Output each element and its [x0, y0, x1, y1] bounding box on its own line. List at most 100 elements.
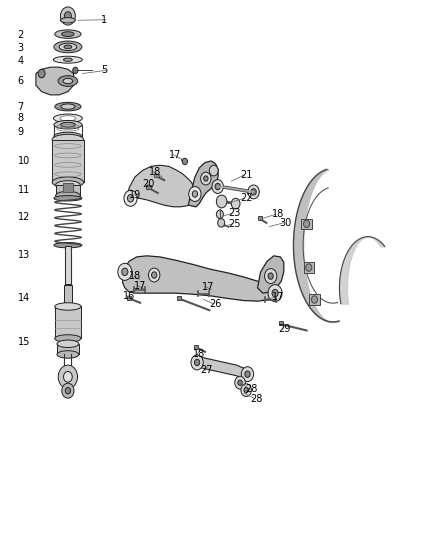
Circle shape [209, 165, 218, 176]
Circle shape [73, 67, 78, 74]
Text: 18: 18 [193, 350, 205, 359]
Polygon shape [188, 161, 218, 207]
Text: 27: 27 [201, 366, 213, 375]
Ellipse shape [56, 181, 80, 189]
Ellipse shape [60, 122, 75, 127]
Text: 3: 3 [18, 43, 24, 53]
Text: 8: 8 [18, 114, 24, 123]
Text: 17: 17 [201, 282, 214, 292]
Text: 29: 29 [278, 325, 290, 334]
Circle shape [64, 12, 71, 20]
Bar [309, 294, 320, 305]
Ellipse shape [61, 104, 75, 109]
Ellipse shape [52, 177, 84, 188]
Text: 13: 13 [18, 250, 30, 260]
Ellipse shape [54, 41, 82, 53]
Ellipse shape [55, 335, 81, 342]
Circle shape [304, 220, 310, 228]
Text: 18: 18 [272, 209, 284, 219]
Bar [127, 296, 131, 300]
Text: 28: 28 [245, 384, 258, 394]
Circle shape [268, 285, 282, 302]
Bar [52, 140, 84, 182]
Ellipse shape [55, 30, 81, 38]
Circle shape [212, 180, 223, 193]
Text: 20: 20 [142, 179, 155, 189]
Circle shape [268, 273, 273, 279]
Text: 1: 1 [101, 15, 107, 25]
Circle shape [272, 289, 278, 297]
Circle shape [62, 383, 74, 398]
Text: 22: 22 [240, 193, 253, 203]
Circle shape [201, 172, 211, 185]
Bar [301, 219, 312, 229]
Ellipse shape [57, 351, 79, 358]
Circle shape [216, 210, 223, 219]
Bar [146, 185, 151, 189]
Ellipse shape [59, 43, 77, 51]
Text: 25: 25 [228, 219, 240, 229]
Circle shape [235, 376, 245, 389]
Text: 17: 17 [169, 150, 181, 159]
Circle shape [248, 185, 259, 199]
Circle shape [189, 187, 201, 201]
Circle shape [122, 268, 128, 276]
Text: 5: 5 [101, 66, 107, 75]
Text: 17: 17 [134, 281, 146, 290]
Text: 9: 9 [18, 127, 24, 137]
Circle shape [118, 263, 132, 280]
Text: 28: 28 [251, 394, 263, 403]
Bar [154, 174, 159, 177]
Text: 17: 17 [272, 293, 284, 302]
Ellipse shape [60, 18, 75, 23]
Circle shape [191, 355, 203, 370]
Ellipse shape [60, 116, 76, 121]
Ellipse shape [64, 45, 72, 49]
Text: 18: 18 [149, 167, 161, 176]
Circle shape [216, 195, 227, 208]
Text: 7: 7 [18, 102, 24, 111]
Ellipse shape [62, 31, 74, 36]
Circle shape [218, 219, 225, 227]
Circle shape [60, 7, 75, 25]
Text: 30: 30 [279, 218, 292, 228]
Text: 10: 10 [18, 156, 30, 166]
Circle shape [306, 264, 312, 271]
Text: 2: 2 [18, 30, 24, 39]
Circle shape [311, 296, 318, 303]
Circle shape [152, 272, 157, 278]
Bar [63, 183, 73, 192]
Circle shape [127, 195, 134, 202]
Text: 16: 16 [123, 291, 135, 301]
Text: 11: 11 [18, 185, 30, 195]
Circle shape [182, 158, 187, 165]
Circle shape [231, 198, 240, 209]
Bar [194, 345, 198, 349]
Circle shape [64, 372, 72, 382]
Polygon shape [123, 256, 277, 301]
Circle shape [238, 380, 242, 385]
Bar [64, 285, 72, 317]
Ellipse shape [54, 243, 82, 248]
Text: 26: 26 [209, 299, 222, 309]
Polygon shape [36, 67, 74, 95]
Circle shape [192, 191, 198, 197]
Circle shape [194, 359, 200, 366]
Bar [304, 262, 314, 273]
Ellipse shape [53, 114, 82, 123]
Circle shape [148, 268, 160, 282]
Text: 19: 19 [129, 190, 141, 199]
Circle shape [58, 365, 78, 389]
Ellipse shape [54, 120, 82, 129]
Text: 14: 14 [18, 294, 30, 303]
Circle shape [241, 384, 251, 397]
Ellipse shape [55, 303, 81, 310]
Circle shape [38, 69, 45, 78]
Ellipse shape [52, 134, 84, 145]
Ellipse shape [55, 102, 81, 111]
Bar [56, 185, 80, 196]
Ellipse shape [56, 191, 80, 200]
Text: 21: 21 [240, 170, 252, 180]
Circle shape [251, 189, 256, 195]
Text: 15: 15 [18, 337, 30, 347]
